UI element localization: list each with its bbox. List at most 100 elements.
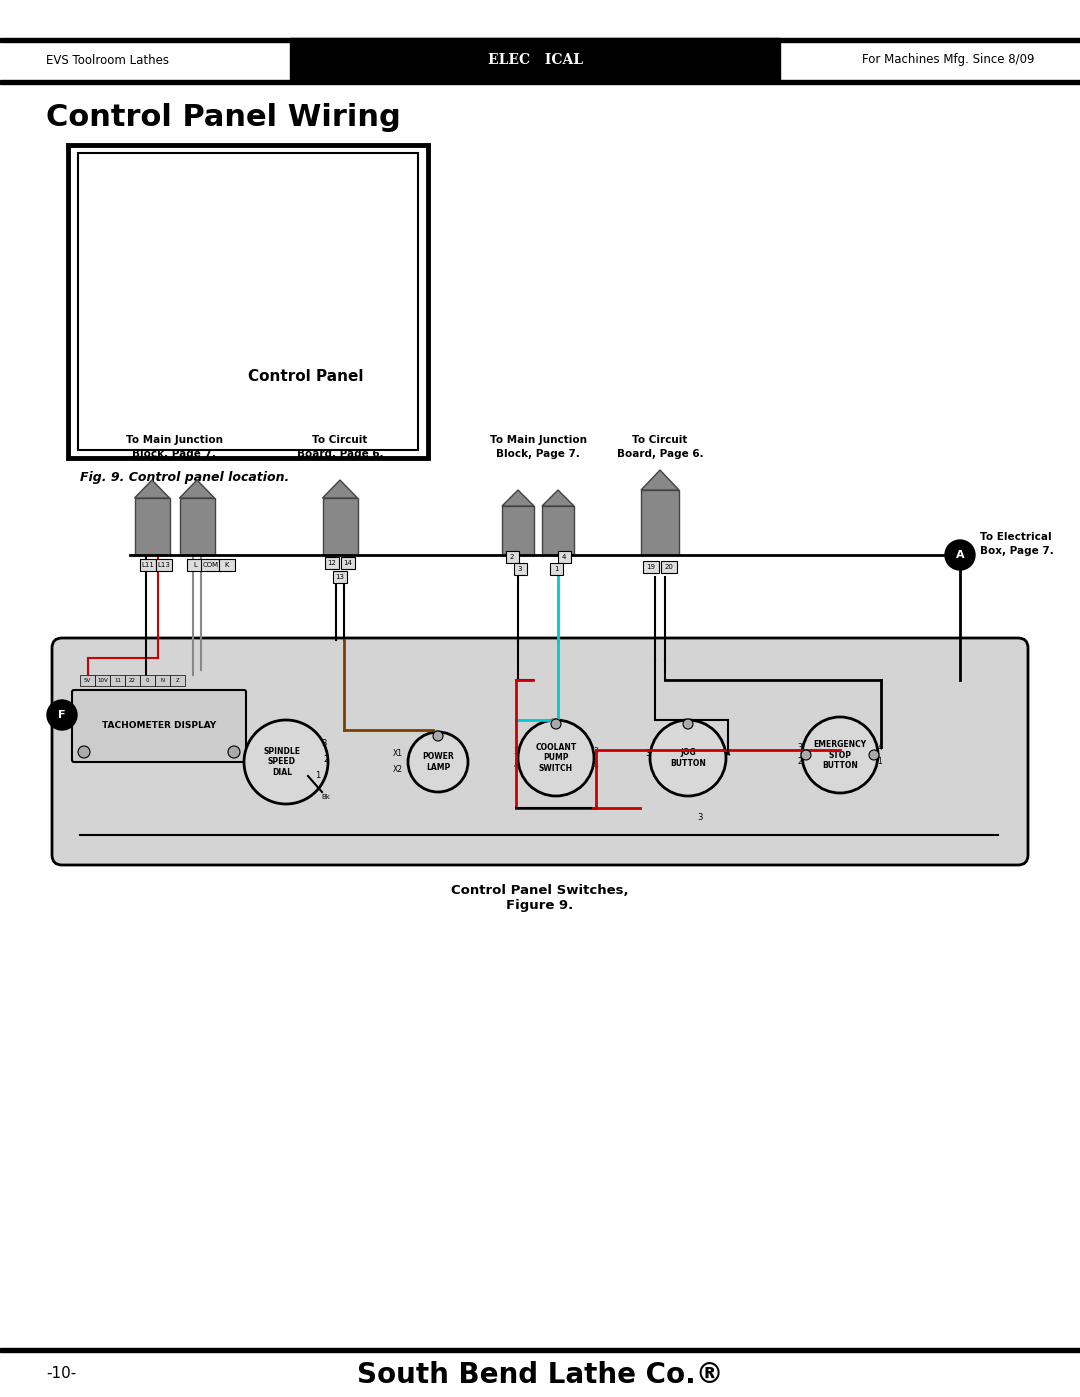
Text: 2: 2 (510, 555, 514, 560)
Text: To Circuit: To Circuit (312, 434, 367, 446)
Circle shape (228, 746, 240, 759)
Text: For Machines Mfg. Since 8/09: For Machines Mfg. Since 8/09 (862, 53, 1034, 67)
Text: A: A (956, 550, 964, 560)
Text: Bk: Bk (322, 793, 330, 800)
Text: Figure 9.: Figure 9. (507, 900, 573, 912)
Text: EVS Toolroom Lathes: EVS Toolroom Lathes (46, 53, 168, 67)
Bar (140, 675, 156, 686)
Text: 3: 3 (514, 747, 518, 757)
Text: X2: X2 (393, 766, 403, 774)
Text: 14: 14 (343, 560, 352, 566)
Circle shape (801, 750, 811, 760)
Text: Block, Page 7.: Block, Page 7. (496, 448, 580, 460)
Text: 22: 22 (129, 678, 136, 683)
Circle shape (518, 719, 594, 796)
Bar (325, 557, 339, 569)
Bar (156, 559, 172, 571)
Circle shape (650, 719, 726, 796)
Polygon shape (502, 490, 534, 506)
Text: POWER
LAMP: POWER LAMP (422, 753, 454, 771)
Bar (502, 506, 534, 555)
Text: 1: 1 (878, 757, 882, 766)
Bar (156, 675, 170, 686)
Bar (643, 562, 659, 573)
Text: 3: 3 (797, 742, 802, 752)
Text: 4: 4 (562, 555, 566, 560)
Text: To Main Junction: To Main Junction (489, 434, 586, 446)
Text: EMERGENCY
STOP
BUTTON: EMERGENCY STOP BUTTON (813, 740, 866, 770)
Polygon shape (542, 490, 573, 506)
Text: 11: 11 (114, 678, 121, 683)
Text: 3: 3 (646, 750, 650, 759)
Text: Board, Page 6.: Board, Page 6. (297, 448, 383, 460)
Bar (0, 80, 1080, 84)
Text: Control Panel Wiring: Control Panel Wiring (46, 102, 401, 131)
Text: 1: 1 (554, 566, 558, 571)
Bar (187, 559, 203, 571)
Text: TACHOMETER DISPLAY: TACHOMETER DISPLAY (102, 721, 216, 731)
Text: COM: COM (203, 562, 219, 569)
Bar (0, 38, 1080, 42)
Text: ELEC   ICAL: ELEC ICAL (487, 53, 582, 67)
Bar (542, 506, 573, 555)
Circle shape (945, 541, 975, 570)
Text: To Main Junction: To Main Junction (125, 434, 222, 446)
Circle shape (802, 717, 878, 793)
Text: To Electrical: To Electrical (980, 532, 1052, 542)
Text: COOLANT
PUMP
SWITCH: COOLANT PUMP SWITCH (536, 743, 577, 773)
Text: 3: 3 (322, 739, 326, 749)
Bar (550, 563, 563, 576)
Text: 0: 0 (146, 678, 149, 683)
Bar (80, 675, 95, 686)
Circle shape (48, 700, 77, 731)
Circle shape (78, 746, 90, 759)
Text: K: K (225, 562, 229, 569)
Bar (661, 562, 677, 573)
Text: 4: 4 (514, 761, 518, 771)
Text: N: N (161, 678, 164, 683)
Circle shape (683, 719, 693, 729)
Text: SPINDLE
SPEED
DIAL: SPINDLE SPEED DIAL (264, 747, 300, 777)
Text: South Bend Lathe Co.®: South Bend Lathe Co.® (356, 1361, 724, 1389)
Text: Block, Page 7.: Block, Page 7. (132, 448, 216, 460)
Polygon shape (135, 481, 170, 497)
Text: F: F (58, 710, 66, 719)
Polygon shape (179, 481, 215, 497)
Text: 5V: 5V (84, 678, 91, 683)
Bar (557, 550, 570, 563)
Text: Control Panel: Control Panel (247, 369, 363, 384)
Text: To Circuit: To Circuit (632, 434, 688, 446)
Bar (341, 557, 355, 569)
Bar (68, 145, 428, 458)
Bar (170, 675, 185, 686)
Bar (513, 563, 527, 576)
Text: Z: Z (176, 678, 179, 683)
FancyBboxPatch shape (52, 638, 1028, 865)
Bar (95, 675, 110, 686)
Text: Box, Page 7.: Box, Page 7. (980, 546, 1054, 556)
Text: 3: 3 (594, 747, 598, 757)
Circle shape (408, 732, 468, 792)
Text: L: L (193, 562, 197, 569)
Text: Board, Page 6.: Board, Page 6. (617, 448, 703, 460)
Text: 20: 20 (664, 564, 674, 570)
Text: 13: 13 (336, 574, 345, 580)
Text: 2: 2 (798, 757, 802, 766)
Bar (125, 675, 140, 686)
Bar (179, 497, 215, 555)
Polygon shape (323, 481, 357, 497)
Text: 10V: 10V (97, 678, 108, 683)
Circle shape (869, 750, 879, 760)
Text: 19: 19 (647, 564, 656, 570)
Text: 12: 12 (327, 560, 337, 566)
Bar (219, 559, 235, 571)
Circle shape (551, 719, 561, 729)
Bar (201, 559, 221, 571)
Bar (323, 497, 357, 555)
Text: L13: L13 (158, 562, 171, 569)
Text: 3: 3 (698, 813, 703, 823)
Text: Fig. 9. Control panel location.: Fig. 9. Control panel location. (80, 472, 289, 485)
Text: Control Panel Switches,: Control Panel Switches, (451, 883, 629, 897)
Text: 1: 1 (315, 771, 321, 781)
FancyBboxPatch shape (72, 690, 246, 761)
